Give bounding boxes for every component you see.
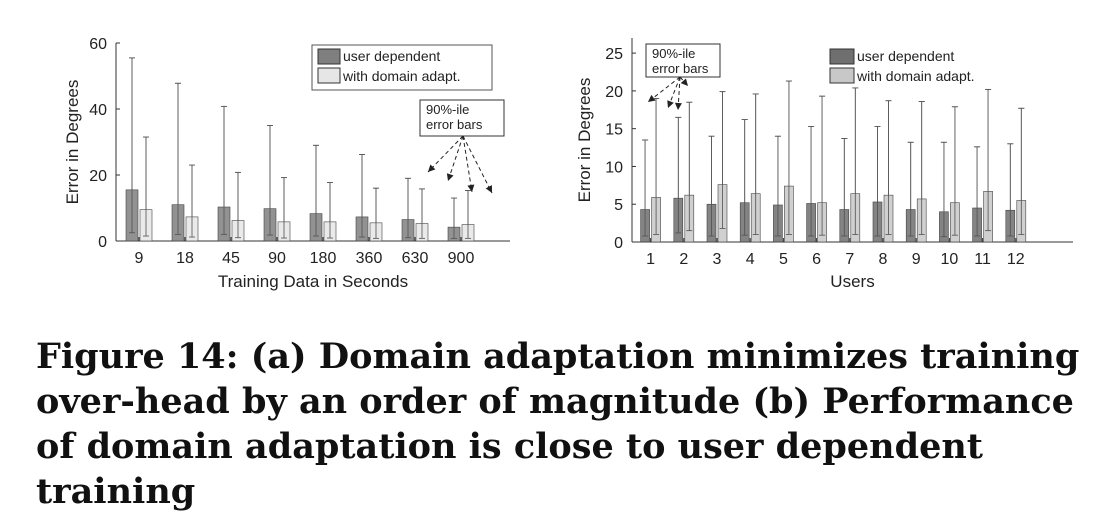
chart-b-legend-box (823, 44, 1015, 88)
chart-a-x-tick-label: 900 (448, 250, 475, 267)
chart-b-annotation-line-2: error bars (652, 61, 709, 76)
chart-a-x-tick-label: 45 (222, 250, 240, 267)
chart-b-x-tick-label: 1 (646, 251, 655, 268)
chart-b-legend: user dependent with domain adapt. (823, 44, 1015, 88)
chart-b-x-tick-label: 4 (746, 251, 755, 268)
chart-b-legend-swatch-user-dependent (829, 48, 855, 65)
chart-a-annotation-arrowhead (428, 164, 436, 172)
chart-a-x-tick-label: 180 (310, 250, 337, 267)
chart-a-y-axis-label: Error in Degrees (63, 80, 82, 205)
chart-a-legend-label-domain-adapt: with domain adapt. (342, 68, 461, 84)
chart-b-annotation-arrowhead (667, 100, 674, 108)
chart-b-x-tick-label: 10 (941, 251, 959, 268)
chart-a-y-tick-label: 40 (89, 102, 107, 119)
chart-a-tick-labels: 0 20 40 60 9 18 45 90 180 360 630 900 (89, 36, 474, 267)
chart-a-legend-box (311, 44, 493, 91)
chart-a-legend-swatch-domain-adapt (317, 67, 341, 84)
chart-a-legend: user dependent with domain adapt. (311, 44, 493, 91)
chart-b-annotation-arrow (677, 76, 681, 111)
chart-a-legend-swatch-user-dependent (317, 48, 341, 65)
figure-caption: Figure 14: (a) Domain adaptation minimiz… (36, 336, 1080, 512)
chart-a-x-tick-label: 90 (268, 250, 286, 267)
chart-a-x-tick-label: 360 (356, 250, 383, 267)
chart-a-annotation-arrowhead (467, 184, 475, 192)
chart-b-x-tick-label: 11 (974, 251, 991, 268)
chart-a-y-tick-label: 20 (89, 168, 107, 185)
chart-b-y-axis-label: Error in Degrees (575, 78, 594, 203)
chart-b-annotation-arrowhead (674, 102, 682, 110)
chart-b-annotation-arrowhead (680, 78, 688, 86)
chart-b-legend-label-domain-adapt: with domain adapt. (856, 68, 975, 84)
chart-a-legend-label-user-dependent: user dependent (343, 48, 440, 64)
chart-a-annotation-arrows (427, 135, 493, 194)
chart-a-annotation-line-1: 90%-ile (426, 102, 469, 117)
chart-a-annotation-box (419, 99, 505, 137)
chart-b-x-tick-label: 3 (713, 251, 722, 268)
chart-b-annotation-arrow (667, 76, 681, 109)
chart-a-annotation-arrowhead (485, 185, 492, 193)
chart-a-x-tick-label: 630 (402, 250, 429, 267)
chart-b-x-tick-label: 9 (912, 251, 921, 268)
chart-b-x-tick-label: 6 (812, 251, 821, 268)
chart-b-y-tick-label: 25 (605, 46, 623, 63)
chart-b-error-bars (642, 80, 1025, 238)
chart-a-y-tick-label: 60 (89, 36, 107, 53)
chart-a-annotation-arrow (427, 135, 464, 173)
chart-a-error-bars (129, 57, 471, 239)
chart-a-annotation-arrow (462, 135, 473, 193)
chart-b-annotation-arrows (647, 76, 689, 111)
chart-b-y-tick-label: 20 (605, 84, 623, 101)
chart-b-x-tick-label: 8 (879, 251, 888, 268)
chart-a-annotation-line-2: error bars (426, 117, 483, 132)
chart-b-error-bars (642, 80, 1025, 238)
chart-a-x-tick-label: 9 (135, 250, 144, 267)
chart-a-training-data: 0 20 40 60 9 18 45 90 180 360 630 900 Training Data… (63, 36, 510, 291)
chart-b-x-tick-label: 12 (1007, 251, 1025, 268)
chart-b-x-tick-label: 5 (779, 251, 788, 268)
chart-b-legend-swatch-domain-adapt (829, 67, 855, 84)
chart-b-x-tick-label: 7 (845, 251, 854, 268)
chart-b-legend-label-user-dependent: user dependent (857, 48, 954, 64)
chart-a-annotation-arrow (462, 135, 493, 194)
chart-b-annotation-line-1: 90%-ile (652, 46, 695, 61)
chart-b-x-axis-label: Users (830, 272, 874, 291)
chart-a-y-tick-label: 0 (98, 234, 107, 251)
chart-b-annotation: 90%-ile error bars (645, 43, 721, 111)
chart-b-bars (640, 184, 1027, 243)
chart-a-x-tick-label: 18 (176, 250, 194, 267)
chart-a-annotation: 90%-ile error bars (419, 99, 505, 194)
chart-b-x-tick-label: 2 (679, 251, 688, 268)
chart-a-annotation-arrowhead (446, 173, 454, 181)
chart-b-y-tick-label: 5 (614, 197, 623, 214)
chart-b-y-tick-label: 10 (605, 159, 623, 176)
chart-a-x-axis-label: Training Data in Seconds (218, 272, 408, 291)
chart-b-y-tick-label: 15 (605, 122, 623, 139)
chart-a-annotation-arrow (447, 135, 464, 182)
chart-b-y-tick-label: 0 (614, 235, 623, 252)
chart-b-annotation-arrowhead (648, 94, 656, 102)
chart-b-annotation-box (645, 43, 721, 78)
